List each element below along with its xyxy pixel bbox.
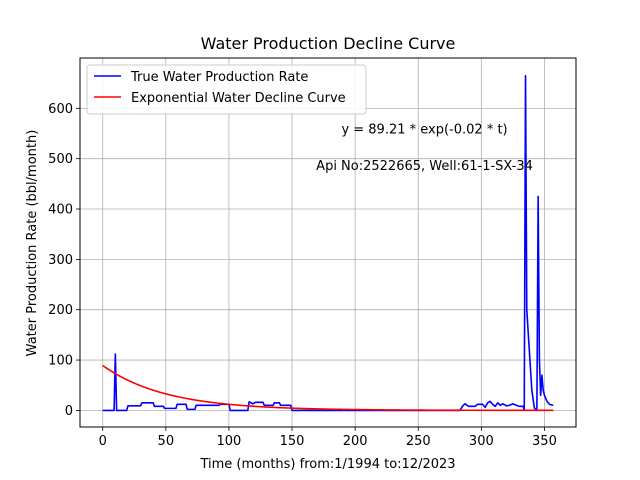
x-tick-label: 350 (532, 434, 557, 449)
x-tick-label: 300 (469, 434, 494, 449)
y-tick-label: 500 (48, 152, 73, 167)
legend-label-decline-curve: Exponential Water Decline Curve (131, 91, 346, 106)
x-tick-label: 100 (217, 434, 242, 449)
y-tick-label: 200 (48, 303, 73, 318)
y-tick-label: 600 (48, 102, 73, 117)
y-tick-label: 400 (48, 203, 73, 218)
equation-annotation: y = 89.21 * exp(-0.02 * t) (341, 123, 507, 138)
axis-ticks: 0 50 100 150 200 250 300 350 0 100 200 300 400 500 600 (48, 102, 557, 449)
x-tick-label: 50 (158, 434, 175, 449)
plot-frame (79, 57, 577, 428)
y-tick-label: 300 (48, 253, 73, 268)
x-tick-label: 200 (343, 434, 368, 449)
chart-title: Water Production Decline Curve (201, 34, 456, 53)
x-axis-label: Time (months) from:1/1994 to:12/2023 (199, 457, 455, 472)
y-tick-label: 0 (65, 404, 73, 419)
annotations: y = 89.21 * exp(-0.02 * t) Api No:2522665… (316, 123, 533, 174)
y-tick-label: 100 (48, 354, 73, 369)
legend-label-true-rate: True Water Production Rate (130, 70, 308, 85)
legend-box (86, 64, 367, 115)
legend: True Water Production Rate Exponential W… (86, 64, 367, 115)
series-line-decline-curve (102, 364, 554, 412)
y-axis-label: Water Production Rate (bbl/month) (25, 130, 40, 357)
x-tick-label: 150 (280, 434, 305, 449)
x-tick-label: 0 (99, 434, 107, 449)
x-tick-label: 250 (406, 434, 431, 449)
well-info-annotation: Api No:2522665, Well:61-1-SX-34 (316, 159, 533, 174)
series-line-true-rate (102, 74, 554, 412)
plot-series (102, 74, 554, 412)
